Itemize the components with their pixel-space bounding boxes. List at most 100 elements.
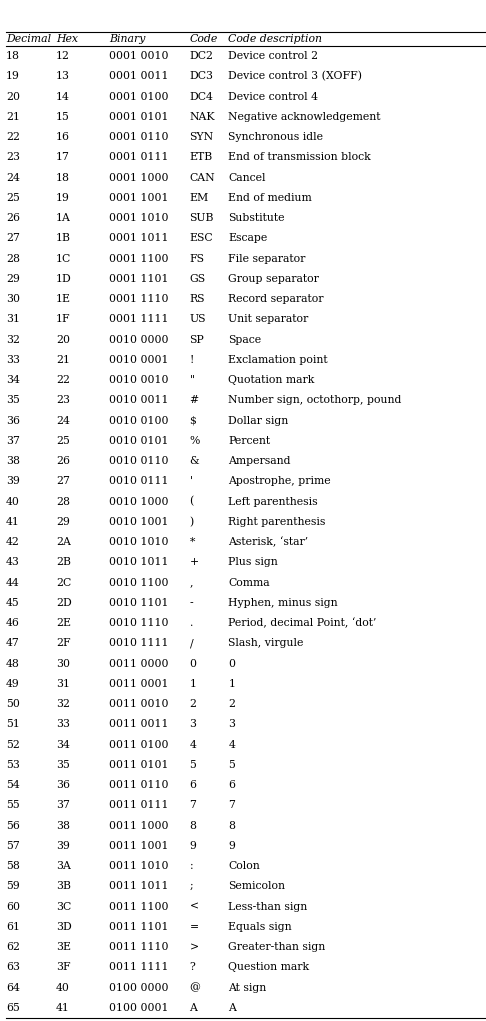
Text: 0011 1011: 0011 1011 xyxy=(109,881,169,891)
Text: 0001 0011: 0001 0011 xyxy=(109,71,169,82)
Text: 0001 1001: 0001 1001 xyxy=(109,193,169,203)
Text: 35: 35 xyxy=(6,395,20,405)
Text: 3B: 3B xyxy=(56,881,71,891)
Text: 39: 39 xyxy=(56,841,70,850)
Text: 52: 52 xyxy=(6,739,20,749)
Text: DC3: DC3 xyxy=(190,71,213,82)
Text: 27: 27 xyxy=(56,477,70,486)
Text: *: * xyxy=(190,537,195,547)
Text: 0011 0111: 0011 0111 xyxy=(109,800,169,811)
Text: 0010 1101: 0010 1101 xyxy=(109,598,169,607)
Text: 38: 38 xyxy=(6,456,20,466)
Text: 6: 6 xyxy=(228,780,235,790)
Text: Substitute: Substitute xyxy=(228,213,285,223)
Text: 0010 0011: 0010 0011 xyxy=(109,395,169,405)
Text: 40: 40 xyxy=(56,982,70,992)
Text: 1B: 1B xyxy=(56,234,71,243)
Text: ESC: ESC xyxy=(190,234,213,243)
Text: Code description: Code description xyxy=(228,34,322,44)
Text: GS: GS xyxy=(190,274,206,284)
Text: 30: 30 xyxy=(56,659,70,669)
Text: 41: 41 xyxy=(6,517,20,527)
Text: 34: 34 xyxy=(6,375,20,385)
Text: NAK: NAK xyxy=(190,112,215,121)
Text: 0011 1010: 0011 1010 xyxy=(109,861,169,871)
Text: #: # xyxy=(190,395,199,405)
Text: <: < xyxy=(190,902,199,912)
Text: 2D: 2D xyxy=(56,598,71,607)
Text: 2E: 2E xyxy=(56,618,71,628)
Text: 0010 1001: 0010 1001 xyxy=(109,517,169,527)
Text: 0010 0111: 0010 0111 xyxy=(109,477,169,486)
Text: 3C: 3C xyxy=(56,902,71,912)
Text: 25: 25 xyxy=(56,436,70,446)
Text: 17: 17 xyxy=(56,152,70,162)
Text: 0011 1001: 0011 1001 xyxy=(109,841,169,850)
Text: 0100 0000: 0100 0000 xyxy=(109,982,169,992)
Text: 19: 19 xyxy=(6,71,20,82)
Text: 5: 5 xyxy=(190,760,196,770)
Text: SUB: SUB xyxy=(190,213,214,223)
Text: DC2: DC2 xyxy=(190,51,213,61)
Text: 23: 23 xyxy=(56,395,70,405)
Text: 43: 43 xyxy=(6,557,20,568)
Text: 22: 22 xyxy=(6,132,20,142)
Text: (: ( xyxy=(190,496,194,506)
Text: Less-than sign: Less-than sign xyxy=(228,902,308,912)
Text: 59: 59 xyxy=(6,881,19,891)
Text: 21: 21 xyxy=(6,112,20,121)
Text: 0010 1100: 0010 1100 xyxy=(109,578,169,587)
Text: 54: 54 xyxy=(6,780,19,790)
Text: 30: 30 xyxy=(6,294,20,304)
Text: 48: 48 xyxy=(6,659,20,669)
Text: 0010 1111: 0010 1111 xyxy=(109,638,169,648)
Text: 0001 1101: 0001 1101 xyxy=(109,274,169,284)
Text: 42: 42 xyxy=(6,537,20,547)
Text: 53: 53 xyxy=(6,760,20,770)
Text: 27: 27 xyxy=(6,234,20,243)
Text: 0011 1110: 0011 1110 xyxy=(109,942,169,952)
Text: 60: 60 xyxy=(6,902,20,912)
Text: EM: EM xyxy=(190,193,209,203)
Text: 6: 6 xyxy=(190,780,196,790)
Text: 33: 33 xyxy=(56,720,70,729)
Text: 0011 0000: 0011 0000 xyxy=(109,659,169,669)
Text: 9: 9 xyxy=(190,841,196,850)
Text: 1A: 1A xyxy=(56,213,71,223)
Text: Equals sign: Equals sign xyxy=(228,922,292,932)
Text: 0011 0010: 0011 0010 xyxy=(109,699,169,709)
Text: CAN: CAN xyxy=(190,173,215,183)
Text: 3D: 3D xyxy=(56,922,71,932)
Text: 0001 1100: 0001 1100 xyxy=(109,253,169,263)
Text: 34: 34 xyxy=(56,739,70,749)
Text: 8: 8 xyxy=(228,821,235,830)
Text: 0001 1111: 0001 1111 xyxy=(109,314,169,325)
Text: 0011 0110: 0011 0110 xyxy=(109,780,169,790)
Text: 0001 0111: 0001 0111 xyxy=(109,152,169,162)
Text: 0010 0110: 0010 0110 xyxy=(109,456,169,466)
Text: 57: 57 xyxy=(6,841,19,850)
Text: ;: ; xyxy=(190,881,193,891)
Text: Device control 3 (XOFF): Device control 3 (XOFF) xyxy=(228,71,363,82)
Text: 25: 25 xyxy=(6,193,20,203)
Text: @: @ xyxy=(190,982,200,992)
Text: ): ) xyxy=(190,517,194,527)
Text: 36: 36 xyxy=(56,780,70,790)
Text: 2B: 2B xyxy=(56,557,71,568)
Text: 56: 56 xyxy=(6,821,20,830)
Text: 0001 0101: 0001 0101 xyxy=(109,112,169,121)
Text: Hex: Hex xyxy=(56,34,78,44)
Text: 26: 26 xyxy=(6,213,20,223)
Text: 45: 45 xyxy=(6,598,19,607)
Text: Space: Space xyxy=(228,335,261,344)
Text: Negative acknowledgement: Negative acknowledgement xyxy=(228,112,381,121)
Text: ,: , xyxy=(190,578,193,587)
Text: Slash, virgule: Slash, virgule xyxy=(228,638,304,648)
Text: Group separator: Group separator xyxy=(228,274,319,284)
Text: Hyphen, minus sign: Hyphen, minus sign xyxy=(228,598,338,607)
Text: 2C: 2C xyxy=(56,578,71,587)
Text: !: ! xyxy=(190,355,194,364)
Text: Unit separator: Unit separator xyxy=(228,314,309,325)
Text: FS: FS xyxy=(190,253,205,263)
Text: Cancel: Cancel xyxy=(228,173,266,183)
